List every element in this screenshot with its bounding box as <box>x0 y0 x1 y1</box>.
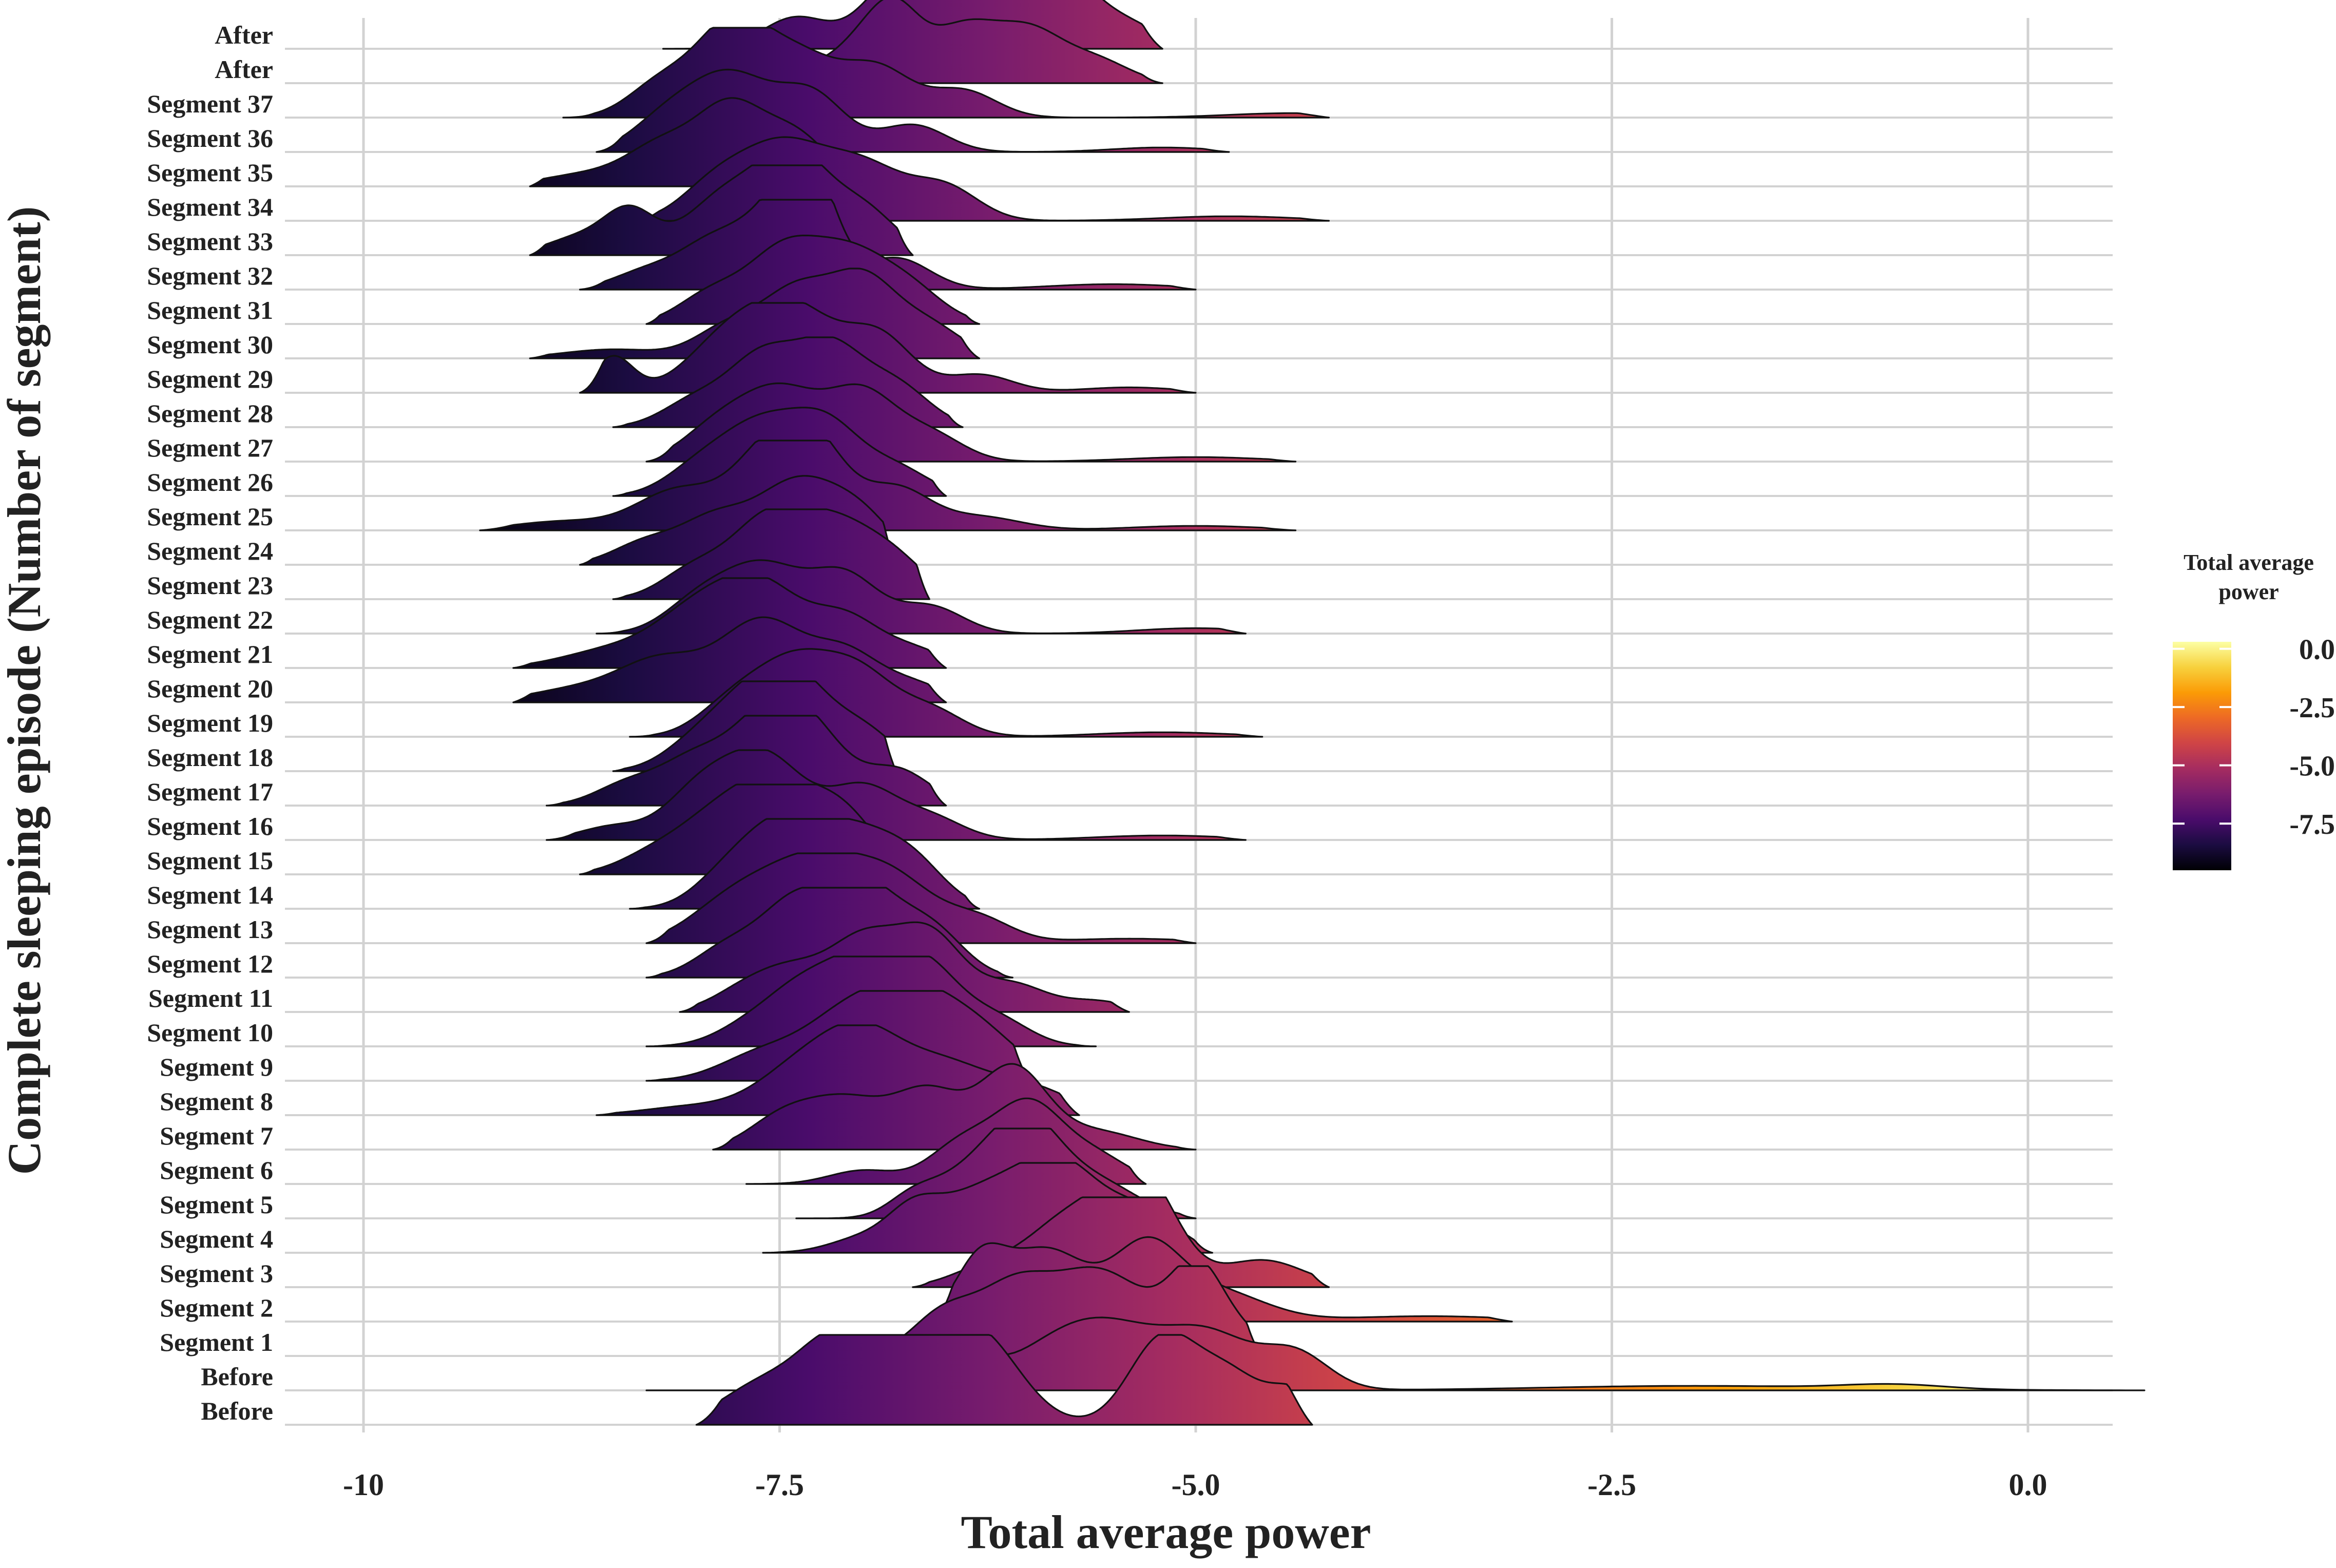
y-tick-label: Segment 5 <box>160 1190 273 1219</box>
x-axis-title: Total average power <box>961 1506 1371 1558</box>
x-tick-label: -2.5 <box>1587 1468 1636 1502</box>
y-tick-label: Segment 15 <box>147 846 273 875</box>
ridge-density <box>695 1334 1313 1426</box>
y-tick-label: Segment 32 <box>147 261 273 290</box>
y-tick-label: Before <box>201 1397 273 1425</box>
legend-tick-label: -7.5 <box>2289 809 2335 840</box>
y-tick-label: Segment 3 <box>160 1259 273 1288</box>
legend-tick-label: -2.5 <box>2289 692 2335 724</box>
y-tick-label: Segment 22 <box>147 605 273 634</box>
y-tick-labels: Before Before Segment 1 Segment 2 Segment 3 S… <box>147 21 273 1425</box>
y-tick-label: Segment 33 <box>147 227 273 256</box>
y-tick-label: Segment 29 <box>147 365 273 393</box>
ridge-density <box>579 199 1197 291</box>
y-tick-label: Segment 12 <box>147 949 273 978</box>
y-tick-label: Segment 37 <box>147 89 273 118</box>
y-tick-label: Segment 2 <box>160 1293 273 1322</box>
y-tick-label: Segment 21 <box>147 640 273 668</box>
y-tick-label: Segment 18 <box>147 743 273 772</box>
legend-tick-label: -5.0 <box>2289 751 2335 782</box>
legend-ticks: 0.0 -2.5 -5.0 -7.5 <box>2173 634 2335 840</box>
y-tick-label: Segment 20 <box>147 674 273 703</box>
y-tick-label: After <box>215 55 273 84</box>
y-axis-title: Complete sleeping episode (Number of seg… <box>0 206 50 1175</box>
x-tick-labels: -10 -7.5 -5.0 -2.5 0.0 <box>343 1468 2047 1502</box>
ridge-density <box>712 1063 1197 1151</box>
y-tick-label: Segment 14 <box>147 881 273 909</box>
y-tick-label: Segment 1 <box>160 1328 273 1356</box>
y-tick-label: Segment 10 <box>147 1018 273 1047</box>
grid-layer <box>285 18 2113 1432</box>
y-tick-label: Segment 23 <box>147 571 273 600</box>
y-tick-label: Segment 8 <box>160 1087 273 1116</box>
y-tick-label: Segment 26 <box>147 468 273 496</box>
y-tick-label: Segment 30 <box>147 330 273 359</box>
y-tick-label: Segment 25 <box>147 502 273 531</box>
y-tick-label: Segment 19 <box>147 709 273 737</box>
x-tick-label: -10 <box>343 1468 384 1502</box>
y-tick-label: Segment 34 <box>147 193 273 221</box>
y-tick-label: Segment 4 <box>160 1225 273 1253</box>
y-tick-label: Segment 6 <box>160 1156 273 1184</box>
legend-title-line2: power <box>2218 579 2278 604</box>
ridge-density <box>479 439 1297 531</box>
ridge-layer <box>479 0 2146 1426</box>
legend-title-line1: Total average <box>2184 550 2314 575</box>
y-tick-label: Segment 17 <box>147 777 273 806</box>
x-tick-label: 0.0 <box>2009 1468 2047 1502</box>
y-tick-label: Segment 24 <box>147 537 273 565</box>
y-tick-label: Segment 27 <box>147 433 273 462</box>
y-tick-label: Segment 36 <box>147 124 273 152</box>
y-tick-label: After <box>215 21 273 49</box>
y-tick-label: Segment 11 <box>148 984 273 1012</box>
legend-colorbar <box>2173 642 2231 870</box>
x-tick-label: -7.5 <box>755 1468 804 1502</box>
y-tick-label: Segment 16 <box>147 812 273 840</box>
y-tick-label: Segment 28 <box>147 399 273 428</box>
y-tick-label: Before <box>201 1362 273 1391</box>
y-tick-label: Segment 35 <box>147 158 273 187</box>
y-tick-label: Segment 13 <box>147 915 273 944</box>
y-tick-label: Segment 7 <box>160 1121 273 1150</box>
legend-tick-label: 0.0 <box>2299 634 2335 666</box>
y-tick-label: Segment 9 <box>160 1053 273 1081</box>
x-tick-label: -5.0 <box>1172 1468 1220 1502</box>
y-tick-label: Segment 31 <box>147 296 273 324</box>
color-legend: Total average power 0.0 -2.5 -5.0 -7.5 <box>2173 550 2335 870</box>
